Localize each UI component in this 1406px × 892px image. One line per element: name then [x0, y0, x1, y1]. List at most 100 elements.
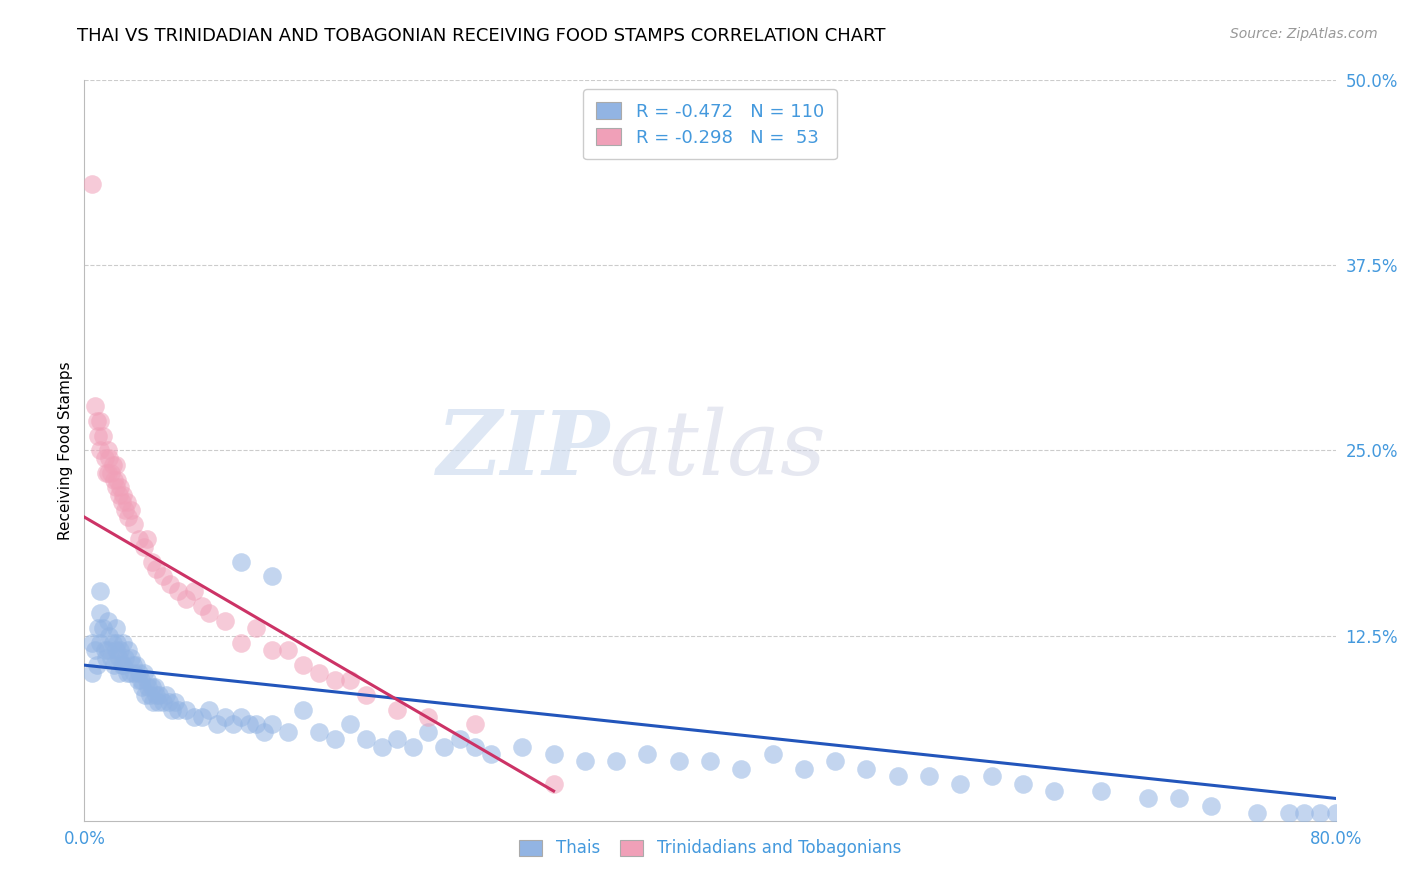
Point	[132, 540, 155, 554]
Point	[86, 658, 108, 673]
Point	[105, 473, 128, 487]
Point	[308, 665, 330, 680]
Point	[479, 747, 502, 761]
Point	[98, 450, 121, 465]
Point	[190, 599, 212, 613]
Point	[229, 636, 252, 650]
Point	[91, 621, 114, 635]
Point	[918, 769, 941, 783]
Point	[117, 510, 139, 524]
Point	[370, 739, 392, 754]
Point	[354, 732, 377, 747]
Point	[124, 665, 146, 680]
Point	[1012, 776, 1035, 791]
Point	[1294, 806, 1316, 821]
Point	[82, 665, 104, 680]
Point	[142, 695, 165, 709]
Point	[98, 628, 121, 642]
Point	[167, 703, 190, 717]
Point	[105, 636, 128, 650]
Point	[97, 614, 120, 628]
Point	[323, 673, 346, 687]
Point	[229, 555, 252, 569]
Point	[118, 665, 141, 680]
Point	[1090, 784, 1112, 798]
Point	[253, 724, 276, 739]
Point	[141, 555, 163, 569]
Point	[167, 584, 190, 599]
Point	[1278, 806, 1301, 821]
Point	[121, 658, 143, 673]
Point	[89, 584, 111, 599]
Point	[339, 717, 361, 731]
Point	[174, 703, 197, 717]
Point	[136, 673, 159, 687]
Point	[91, 428, 114, 442]
Point	[262, 717, 284, 731]
Point	[402, 739, 425, 754]
Point	[89, 414, 111, 428]
Point	[1043, 784, 1066, 798]
Text: atlas: atlas	[610, 407, 825, 494]
Point	[887, 769, 910, 783]
Point	[190, 710, 212, 724]
Point	[605, 755, 627, 769]
Point	[152, 569, 174, 583]
Point	[155, 688, 177, 702]
Point	[103, 473, 125, 487]
Point	[229, 710, 252, 724]
Point	[668, 755, 690, 769]
Point	[115, 495, 138, 509]
Point	[198, 703, 221, 717]
Point	[107, 665, 129, 680]
Point	[84, 399, 107, 413]
Point	[277, 643, 299, 657]
Point	[145, 562, 167, 576]
Point	[464, 717, 486, 731]
Point	[730, 762, 752, 776]
Point	[107, 488, 129, 502]
Point	[128, 533, 150, 547]
Point	[148, 688, 170, 702]
Point	[262, 643, 284, 657]
Point	[143, 681, 166, 695]
Point	[89, 636, 111, 650]
Point	[82, 636, 104, 650]
Point	[418, 710, 440, 724]
Point	[101, 636, 124, 650]
Point	[120, 502, 142, 516]
Point	[110, 643, 132, 657]
Point	[87, 428, 110, 442]
Point	[127, 673, 149, 687]
Point	[124, 517, 146, 532]
Point	[103, 658, 125, 673]
Point	[82, 177, 104, 191]
Point	[139, 688, 162, 702]
Point	[96, 466, 118, 480]
Point	[245, 717, 267, 731]
Point	[699, 755, 721, 769]
Point	[125, 658, 148, 673]
Point	[574, 755, 596, 769]
Point	[323, 732, 346, 747]
Point	[157, 695, 180, 709]
Point	[292, 658, 315, 673]
Point	[110, 480, 132, 494]
Point	[87, 621, 110, 635]
Point	[112, 488, 135, 502]
Point	[111, 495, 134, 509]
Point	[449, 732, 471, 747]
Point	[1168, 791, 1191, 805]
Point	[262, 569, 284, 583]
Point	[793, 762, 815, 776]
Point	[114, 650, 136, 665]
Point	[762, 747, 785, 761]
Point	[128, 665, 150, 680]
Point	[146, 695, 169, 709]
Point	[418, 724, 440, 739]
Point	[207, 717, 229, 731]
Point	[97, 443, 120, 458]
Text: Source: ZipAtlas.com: Source: ZipAtlas.com	[1230, 27, 1378, 41]
Point	[222, 717, 245, 731]
Point	[308, 724, 330, 739]
